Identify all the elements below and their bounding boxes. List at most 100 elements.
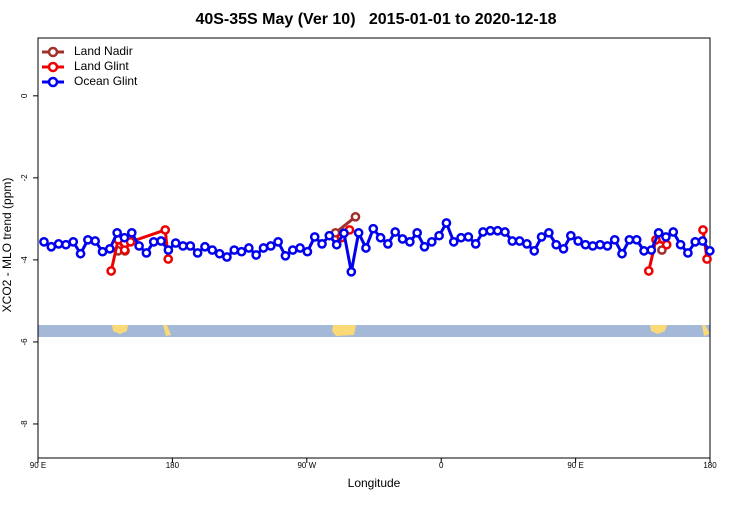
data-point [492, 225, 503, 236]
data-point [200, 241, 210, 252]
legend-marker [47, 46, 59, 58]
x-tick-label: 0 [439, 461, 444, 470]
data-point [639, 246, 649, 256]
data-point [631, 234, 642, 245]
data-point [522, 239, 532, 249]
x-tick-label: 90 E [30, 461, 46, 470]
data-point [251, 250, 262, 260]
data-point [53, 239, 64, 249]
legend-text: Land Glint [74, 59, 129, 73]
data-point [126, 227, 137, 238]
data-point [675, 239, 686, 250]
data-point [587, 241, 598, 251]
legend-text: Ocean Glint [74, 74, 138, 88]
legend-marker [47, 76, 59, 88]
data-point [160, 225, 171, 235]
data-point [683, 248, 693, 258]
data-point [236, 246, 247, 257]
data-point [702, 254, 712, 264]
data-point [617, 248, 627, 259]
data-point [331, 239, 342, 250]
data-point [207, 245, 218, 255]
data-point [229, 245, 240, 255]
data-point [309, 232, 320, 242]
y-tick-label: -8 [20, 420, 29, 428]
data-point [68, 236, 79, 247]
data-point [595, 239, 605, 250]
data-point [390, 227, 401, 237]
data-point [244, 243, 254, 253]
data-point [148, 236, 159, 247]
data-point [646, 245, 657, 255]
ocean-band [38, 325, 710, 337]
data-point [470, 239, 481, 249]
data-point [697, 236, 708, 246]
data-point [602, 241, 613, 251]
y-tick-label: -2 [20, 174, 29, 182]
data-point [448, 236, 459, 247]
data-point [383, 239, 393, 249]
land [702, 325, 710, 336]
data-point [441, 218, 452, 228]
x-tick-label: 90 W [297, 461, 316, 470]
x-tick-label: 90 E [567, 461, 583, 470]
data-point [705, 246, 715, 256]
data-point [426, 236, 437, 247]
data-point [119, 245, 130, 255]
data-point [500, 227, 510, 237]
data-point [106, 266, 117, 276]
land [163, 325, 171, 336]
data-point [192, 248, 203, 258]
data-point [214, 248, 225, 259]
data-point [375, 232, 386, 243]
data-point [222, 252, 232, 262]
data-point [558, 243, 569, 254]
data-point [698, 225, 708, 235]
data-point [163, 254, 174, 264]
data-point [456, 232, 466, 243]
data-point [163, 245, 174, 255]
data-point [529, 246, 540, 256]
data-point [156, 236, 166, 246]
data-point [280, 250, 291, 261]
x-tick-label: 180 [166, 461, 180, 470]
data-point [404, 236, 415, 247]
data-point [39, 236, 49, 247]
data-point [353, 227, 364, 238]
data-point [690, 236, 701, 247]
data-point [185, 241, 196, 251]
data-point [339, 228, 349, 239]
data-point [324, 230, 335, 241]
x-tick-label: 180 [703, 461, 717, 470]
series-line [109, 227, 170, 272]
data-point [273, 236, 283, 247]
data-point [463, 232, 474, 242]
y-tick-label: 0 [20, 93, 29, 98]
data-point [361, 243, 371, 253]
data-point [565, 230, 576, 241]
data-point [317, 239, 327, 249]
data-point [75, 248, 86, 259]
data-point [141, 248, 152, 258]
data-point [112, 227, 122, 238]
data-point [265, 241, 276, 251]
data-point [661, 232, 671, 242]
data-point [653, 227, 664, 238]
y-axis-label: XCO2 - MLO trend (ppm) [0, 178, 14, 313]
land [332, 325, 356, 336]
data-point [478, 227, 488, 237]
data-point [573, 236, 583, 246]
data-point [544, 227, 554, 238]
y-tick-label: -4 [20, 256, 29, 264]
data-point [119, 232, 130, 243]
data-point [434, 230, 444, 241]
y-tick-label: -6 [20, 338, 29, 346]
data-point [668, 227, 679, 237]
data-point [643, 266, 654, 276]
data-point [346, 266, 357, 277]
data-point [661, 239, 672, 250]
data-point [419, 241, 430, 252]
data-point [368, 223, 379, 234]
data-point [90, 236, 101, 246]
